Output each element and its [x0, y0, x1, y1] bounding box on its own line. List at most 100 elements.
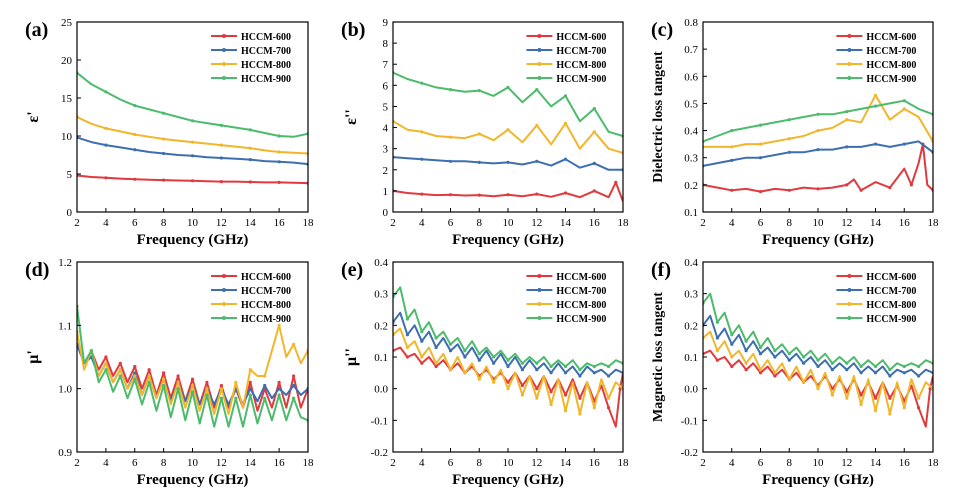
data-point — [802, 355, 806, 359]
x-tick-label: 14 — [245, 457, 257, 469]
legend-label: HCCM-700 — [556, 286, 606, 297]
series-hccm-900 — [77, 304, 308, 428]
x-tick-label: 10 — [503, 217, 515, 229]
x-tick-label: 8 — [161, 217, 167, 229]
legend-label: HCCM-700 — [241, 286, 291, 297]
data-point — [219, 387, 223, 391]
series-hccm-800 — [393, 327, 623, 416]
data-point — [730, 129, 734, 133]
data-point — [420, 192, 424, 196]
data-point — [758, 156, 763, 160]
data-point — [434, 364, 438, 369]
data-point — [830, 361, 835, 365]
panel-label: (b) — [341, 19, 365, 41]
legend-marker — [847, 76, 852, 80]
data-point — [520, 393, 525, 397]
y-tick-label: 1.0 — [58, 384, 72, 396]
data-point — [758, 368, 763, 372]
data-point — [816, 387, 820, 391]
data-point — [730, 364, 734, 369]
data-point — [802, 380, 806, 384]
data-point — [420, 361, 424, 365]
data-point — [802, 361, 806, 365]
x-tick-label: 16 — [899, 217, 911, 229]
data-point — [592, 406, 596, 410]
y-tick-label: 20 — [61, 55, 73, 67]
x-axis-label: Frequency (GHz) — [137, 232, 249, 248]
data-point — [506, 358, 510, 362]
legend-marker — [537, 62, 542, 66]
data-point — [219, 156, 223, 160]
x-tick-label: 2 — [74, 457, 80, 469]
panel-label: (e) — [341, 259, 363, 281]
data-point — [405, 345, 409, 350]
series-hccm-800 — [77, 323, 308, 415]
data-point — [292, 396, 296, 400]
data-point — [104, 176, 108, 180]
legend-label: HCCM-700 — [866, 46, 916, 57]
y-tick-label: 8 — [383, 38, 389, 50]
data-point — [592, 364, 596, 369]
legend-label: HCCM-800 — [241, 60, 291, 71]
data-point — [787, 188, 791, 192]
x-tick-label: 10 — [813, 217, 825, 229]
data-point — [205, 380, 209, 384]
data-point — [845, 110, 849, 114]
data-point — [773, 355, 777, 359]
data-point — [845, 145, 849, 149]
x-axis-label: Frequency (GHz) — [762, 232, 874, 248]
y-tick-label: 0.2 — [374, 320, 388, 332]
data-point — [873, 93, 878, 97]
data-point — [758, 123, 763, 127]
legend-label: HCCM-900 — [866, 314, 916, 325]
x-tick-label: 16 — [589, 457, 601, 469]
data-point — [463, 349, 467, 353]
legend-label: HCCM-700 — [241, 46, 291, 57]
y-tick-label: 2 — [383, 165, 389, 177]
legend-label: HCCM-600 — [866, 272, 916, 283]
y-tick-label: 0.0 — [684, 384, 698, 396]
legend-marker — [221, 48, 226, 52]
data-point — [162, 137, 166, 141]
data-point — [520, 383, 525, 388]
legend-label: HCCM-900 — [556, 74, 606, 85]
data-point — [902, 406, 906, 410]
data-point — [744, 349, 748, 353]
data-point — [549, 371, 553, 375]
y-axis-label: ε' — [25, 111, 42, 122]
data-point — [463, 355, 467, 359]
data-point — [405, 333, 409, 337]
data-point — [133, 374, 137, 378]
y-axis-label: Dielectric loss tangent — [651, 51, 666, 183]
data-point — [477, 89, 481, 93]
data-point — [133, 371, 137, 375]
y-tick-label: 4 — [383, 123, 389, 135]
legend-label: HCCM-900 — [241, 314, 291, 325]
data-point — [614, 180, 618, 184]
x-tick-label: 18 — [928, 217, 940, 229]
x-tick-label: 8 — [787, 217, 793, 229]
y-tick-label: 7 — [383, 59, 389, 71]
x-tick-label: 12 — [841, 457, 852, 469]
data-point — [549, 402, 553, 407]
panel-f: 2 4 6 8 10 12 14 16 18 -0.2 -0.1 0.0 0.1 0.2 0.3 0.4 Fre… — [651, 257, 939, 488]
data-point — [420, 130, 424, 134]
data-point — [549, 364, 553, 369]
x-tick-label: 10 — [187, 217, 199, 229]
data-point — [859, 402, 863, 407]
legend-label: HCCM-800 — [866, 60, 916, 71]
data-point — [405, 355, 409, 359]
legend-marker — [537, 316, 542, 320]
data-point — [448, 88, 453, 92]
legend-label: HCCM-600 — [866, 32, 916, 43]
data-point — [133, 364, 137, 369]
y-tick-label: 0.1 — [684, 207, 698, 219]
data-point — [277, 180, 281, 184]
x-tick-label: 4 — [729, 217, 735, 229]
series-line — [703, 330, 933, 415]
data-point — [592, 371, 596, 375]
y-tick-label: -0.1 — [681, 415, 698, 427]
data-point — [162, 383, 166, 388]
y-tick-label: 15 — [61, 93, 73, 105]
legend-label: HCCM-600 — [556, 32, 606, 43]
